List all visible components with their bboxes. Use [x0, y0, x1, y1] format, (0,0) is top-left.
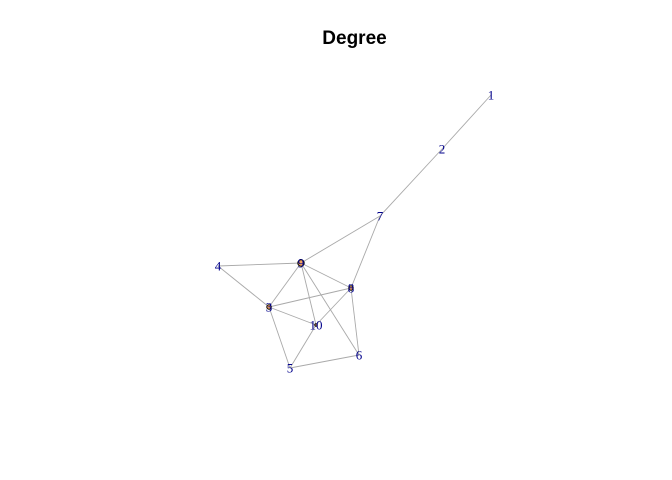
edge-9-10 [300, 262, 317, 326]
edge-2-7 [379, 148, 443, 217]
node-label-1: 1 [488, 88, 495, 103]
edge-10-5 [289, 324, 317, 369]
node-9 [297, 259, 305, 267]
edges-layer [217, 94, 492, 369]
node-label-9: 9 [298, 256, 305, 271]
edge-9-3 [268, 262, 302, 308]
node-label-3: 3 [266, 300, 273, 315]
edge-7-8 [350, 215, 381, 289]
edge-8-6 [350, 287, 360, 356]
edge-9-8 [300, 262, 352, 289]
edge-5-6 [289, 354, 360, 369]
node-3 [266, 304, 272, 310]
edge-1-2 [441, 94, 492, 150]
node-10 [314, 323, 318, 327]
node-label-2: 2 [439, 142, 446, 157]
nodes-layer [266, 259, 354, 327]
edge-4-3 [217, 265, 270, 308]
node-label-7: 7 [377, 209, 384, 224]
node-label-6: 6 [356, 348, 363, 363]
node-8 [348, 285, 354, 291]
edge-9-6 [300, 262, 360, 356]
chart-title: Degree [322, 28, 387, 49]
node-label-8: 8 [348, 281, 355, 296]
edge-8-10 [315, 287, 352, 326]
edge-7-9 [300, 215, 381, 264]
node-label-10: 10 [310, 318, 323, 333]
edge-3-5 [268, 306, 291, 369]
labels-layer: 1 2 3 4 5 6 7 8 9 10 [215, 88, 495, 376]
edge-3-10 [268, 306, 317, 326]
node-label-5: 5 [287, 361, 294, 376]
edge-4-9 [217, 262, 302, 267]
edge-3-8 [268, 287, 352, 308]
node-label-4: 4 [215, 259, 222, 274]
